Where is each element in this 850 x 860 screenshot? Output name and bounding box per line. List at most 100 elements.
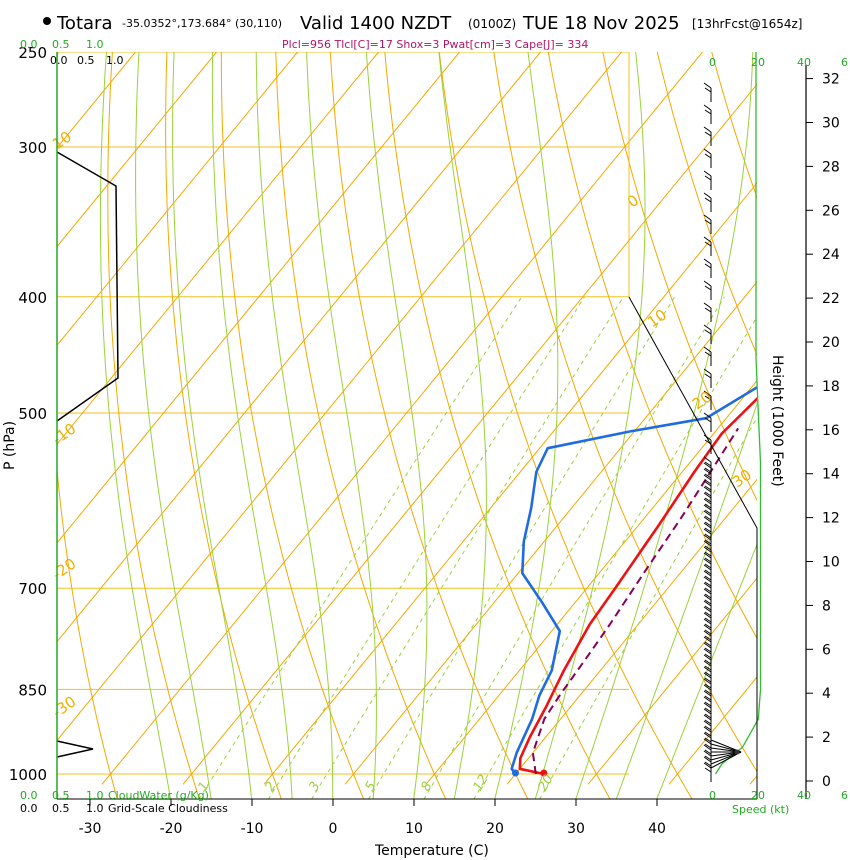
height-tick-label: 14 [822,467,840,483]
pressure-label: 400 [18,289,47,307]
wind-barb-flag [703,762,712,769]
wind-barb-flag [703,678,712,685]
wind-barb-flag [703,126,712,133]
dry-adiabat [602,52,757,502]
mixing-ratio-line [368,296,676,799]
isotherm-line [344,281,757,785]
wind-barb-flag [703,468,712,475]
cloudiness-trace [56,151,119,758]
height-tick-label: 26 [822,203,840,219]
moist-adiabat [135,52,212,799]
isotherm-line [101,52,703,785]
height-tick-label: 2 [822,730,831,746]
height-tick-label: 28 [822,159,840,175]
pressure-label: 500 [18,405,47,423]
wind-barb-flag [703,302,712,309]
dry-adiabat [656,52,757,356]
wind-barb-flag [703,104,712,111]
wind-barb-flag [704,545,712,551]
valid-time: Valid 1400 NZDT [300,13,452,34]
wind-barb-low [710,751,742,769]
wind-barb-flag [703,552,712,559]
cloudiness-line [56,740,94,758]
wind-barb-flag [704,263,712,269]
wind-barb-flag [704,623,712,629]
wind-barb-flag [703,708,712,715]
top-cloudiness-tick: 1.0 [106,54,124,67]
dry-adiabat [493,52,757,773]
pressure-label: 300 [18,139,47,157]
wind-barb-flag [704,521,712,527]
wind-barb-flag [703,324,712,331]
wind-barb-flag [704,731,712,737]
moist-adiabat [255,52,334,799]
wind-barb-flag [704,569,712,575]
wind-barb-flag [704,683,712,689]
height-tick-label: 30 [822,116,840,132]
wind-barb-flag [704,479,712,485]
dry-adiabat [329,52,529,799]
wind-barb-flag [704,725,712,731]
wind-barb-flag [703,636,712,643]
wind-barb-flag [703,612,712,619]
wind-barb-flag [703,522,712,529]
moist-adiabat [615,402,757,799]
isotherm-label: 0 [624,191,642,211]
wind-panel [703,52,762,782]
moist-adiabat [534,52,646,799]
wind-barb-flag [703,618,712,625]
wind-barb-flag [703,630,712,637]
wind-barb-flag [703,648,712,655]
x-tick-label: -30 [79,821,102,837]
top-cloudiness-tick: 0.5 [77,54,95,67]
y-axis-title: P (hPa) [2,421,18,470]
wind-barb-flag [703,744,712,751]
wind-barb-flag [703,732,712,739]
wind-panel-border [628,296,758,799]
moist-adiabat [172,52,253,799]
wind-barb-flag [703,516,712,523]
height-axis-title: Height (1000 Feet) [769,355,785,487]
height-tick-label: 16 [822,423,840,439]
wind-barb-flag [704,593,712,599]
wind-barb-flag [703,434,712,441]
wind-speed-line [714,52,762,775]
pressure-label: 250 [18,44,47,62]
wind-barb-flag [703,642,712,649]
wind-barb-flag [704,551,712,557]
wind-barb-flag [704,587,712,593]
dry-adiabat [275,52,447,799]
moist-adiabat [656,543,757,799]
wind-barb-flag [704,641,712,647]
wind-barb-flag [704,285,712,291]
wind-barb-flag [704,307,712,313]
isotherm-line [425,379,757,785]
mixing-ratio-line [423,296,725,799]
wind-barb-flag [704,677,712,683]
speed-tick-bottom: 40 [797,789,811,802]
wind-barb-flag [704,527,712,533]
moist-adiabat [438,52,487,799]
moist-adiabat [306,52,377,799]
wind-barb-flag [703,368,712,375]
cloudiness-label: Grid-Scale Cloudiness [108,802,228,815]
wind-barb-flag [704,395,712,401]
wind-barb-flag [703,462,712,469]
isotherm-line [57,52,298,347]
utc-time: (0100Z) [468,17,516,31]
wind-barb-flag [703,654,712,661]
wind-barb-flag [703,236,712,243]
wind-barb-flag [703,546,712,553]
wind-barb-flag [703,756,712,763]
bottom-cloudwater-tick: 0.0 [20,789,38,802]
moist-adiabat [575,52,754,799]
wind-barb-flag [704,153,712,159]
wind-barb-flag [703,624,712,631]
mixing-ratio-line [539,416,757,799]
wind-barb-flag [704,611,712,617]
moist-adiabat [99,52,172,799]
wind-barb-flag [703,258,712,265]
dry-adiabat [547,52,757,640]
x-tick-label: 20 [486,821,504,837]
